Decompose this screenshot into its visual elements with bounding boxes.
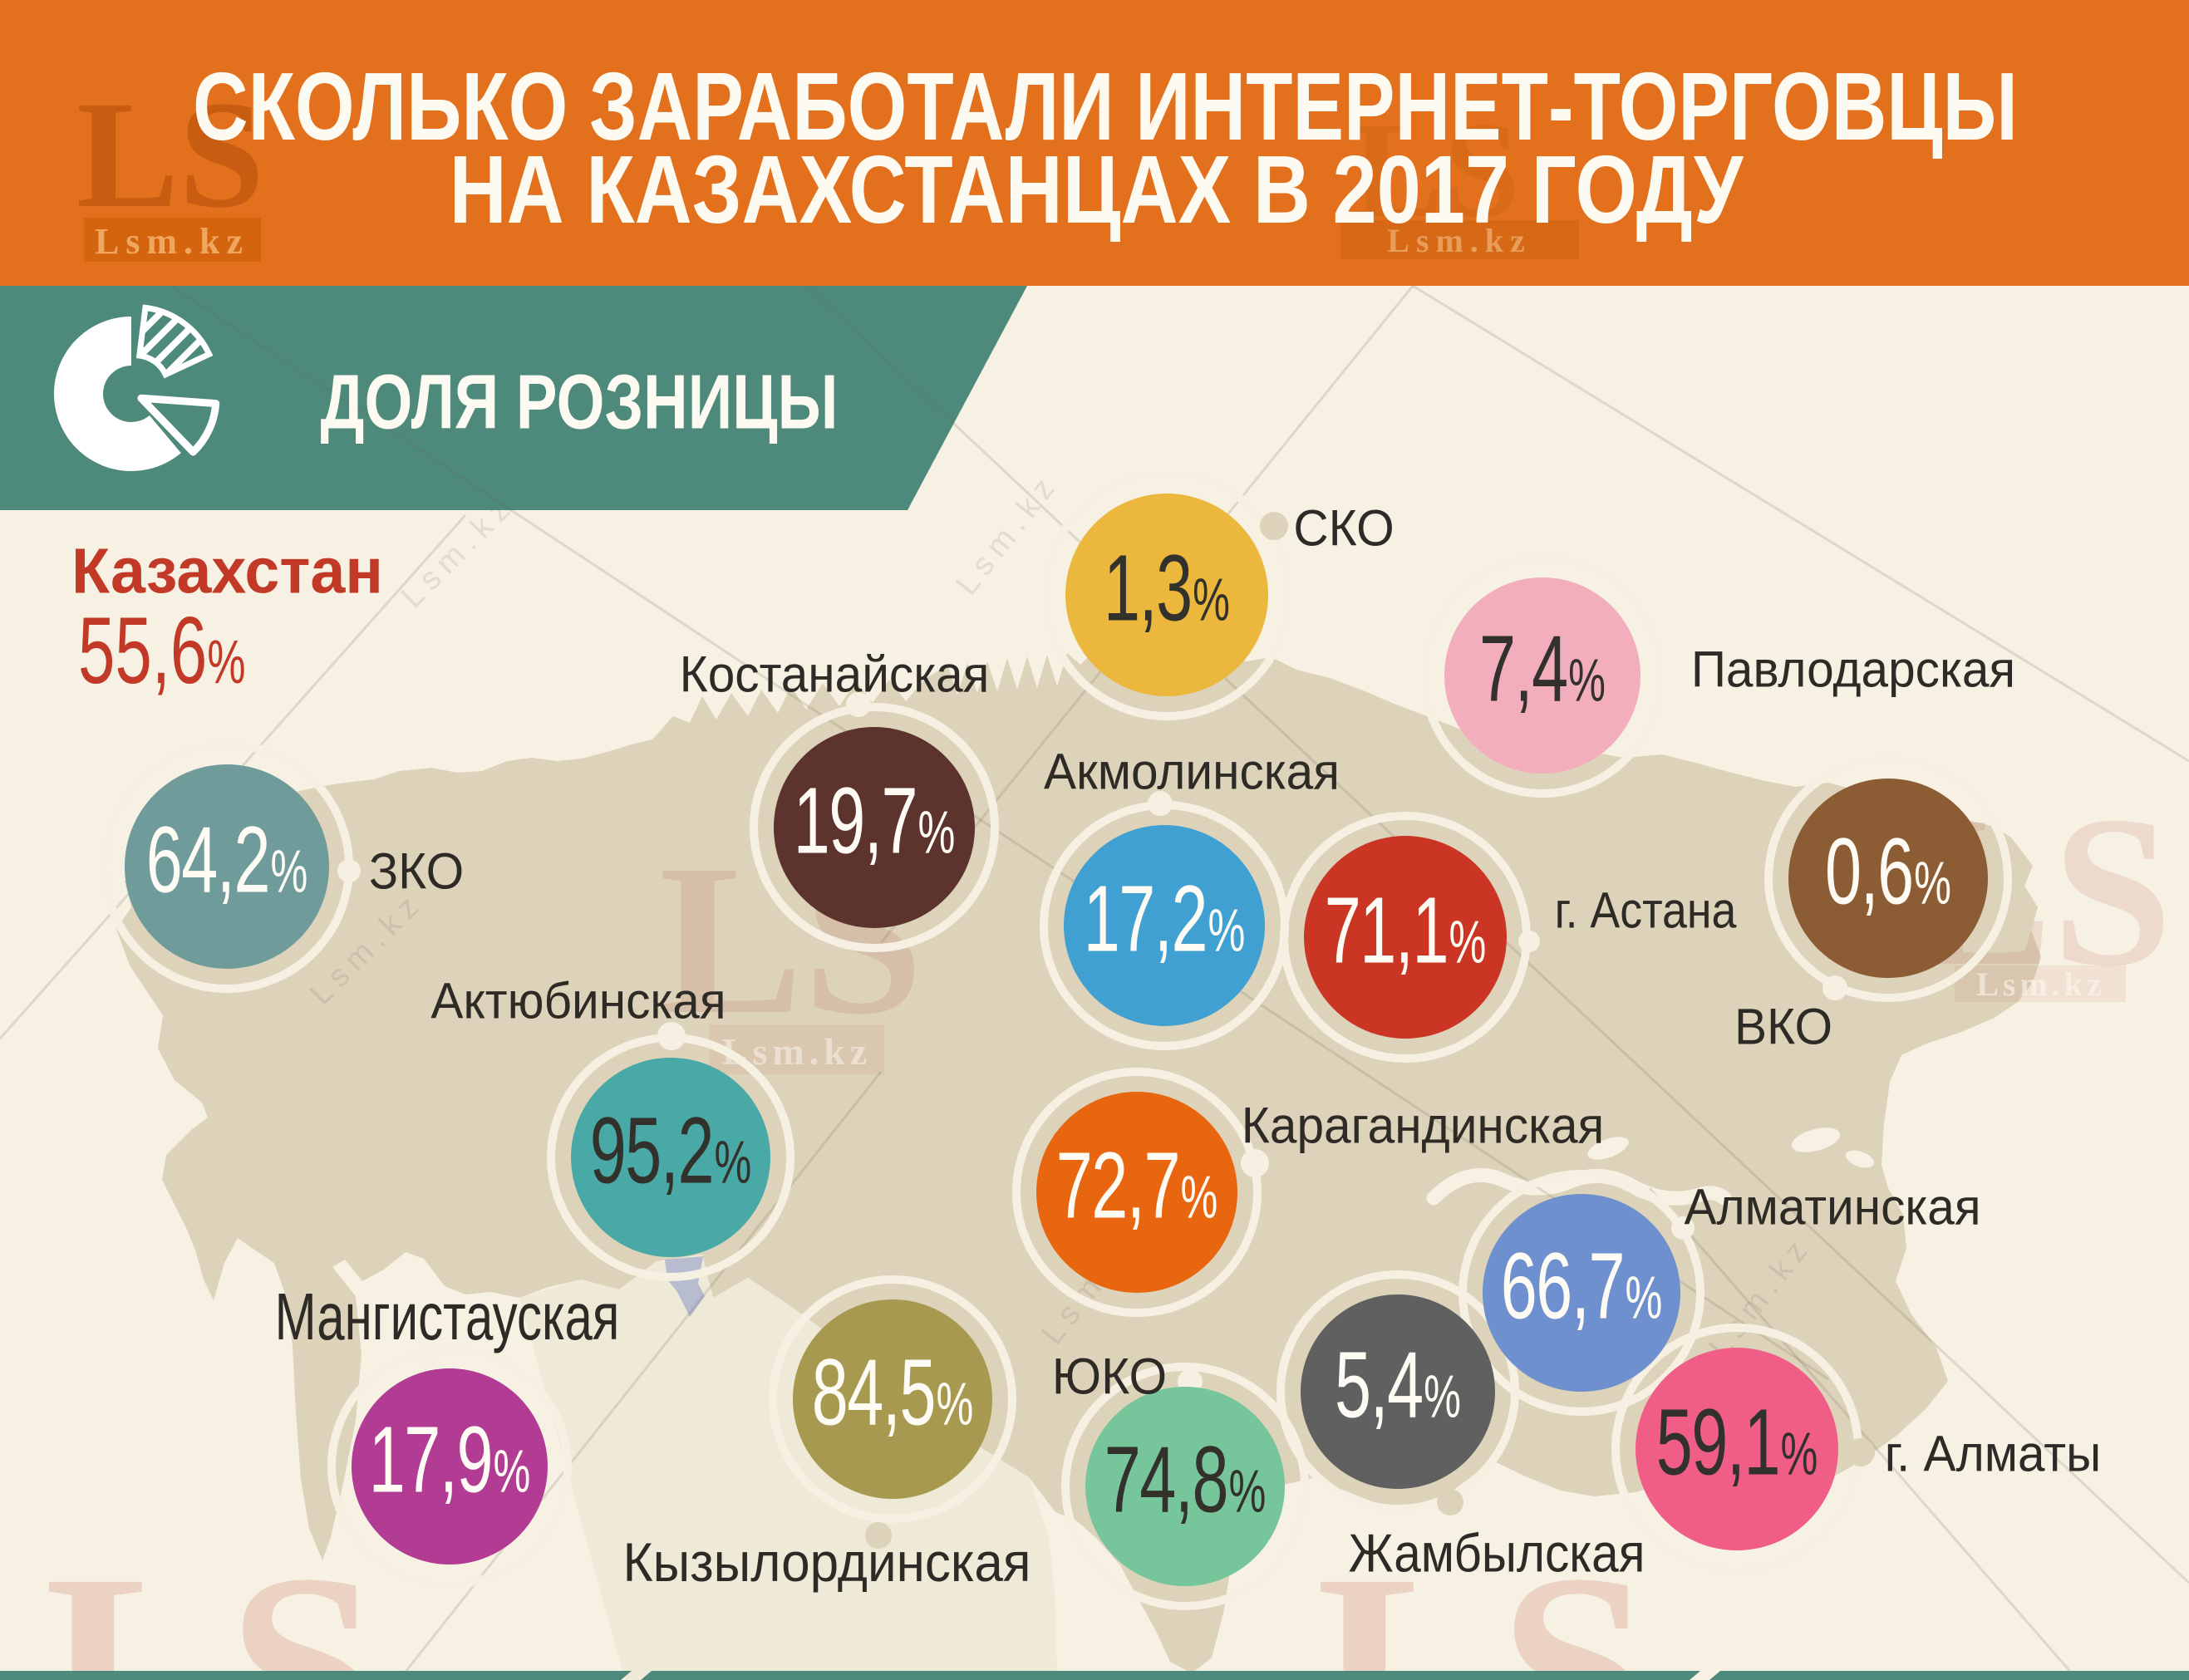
svg-text:LS: LS: [1316, 1518, 1651, 1680]
svg-text:LS: LS: [76, 70, 264, 240]
svg-text:Lsm.kz: Lsm.kz: [95, 221, 249, 262]
svg-text:LS: LS: [44, 1518, 380, 1680]
svg-text:Lsm.kz: Lsm.kz: [1976, 965, 2106, 1003]
svg-text:LS: LS: [1352, 94, 1520, 246]
svg-text:Lsm.kz: Lsm.kz: [1387, 222, 1532, 259]
